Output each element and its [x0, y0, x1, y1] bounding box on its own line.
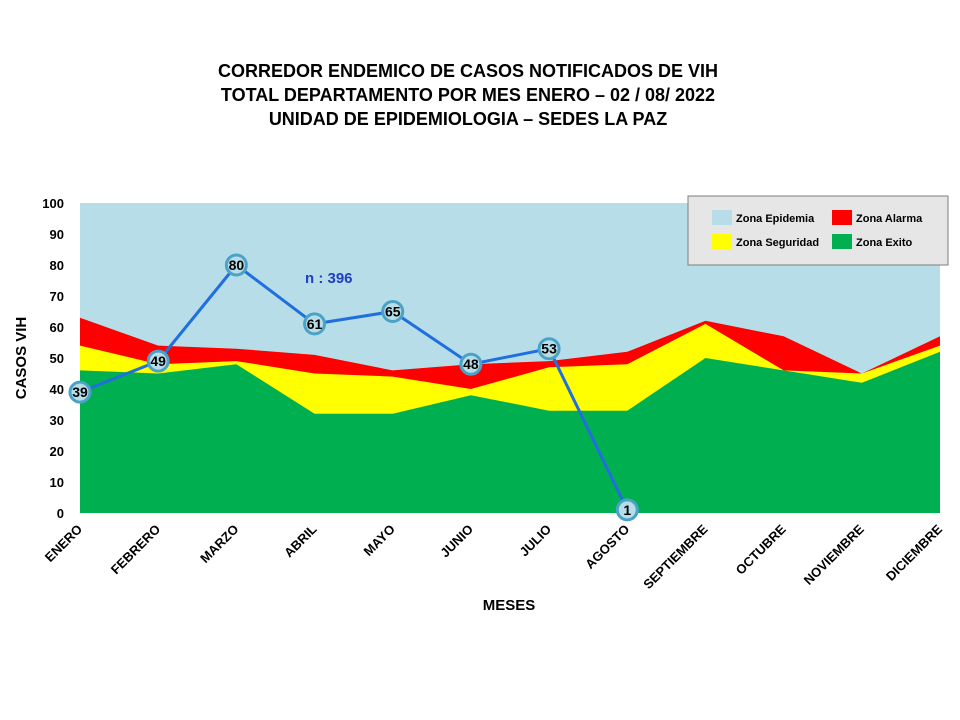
y-tick-label: 30	[50, 413, 64, 428]
y-tick-label: 0	[57, 506, 64, 521]
data-point-marker	[146, 349, 170, 373]
data-point-marker	[615, 498, 639, 522]
zone-exito-area	[80, 351, 940, 513]
title-line-2: TOTAL DEPARTAMENTO POR MES ENERO – 02 / …	[221, 85, 715, 105]
data-point-marker	[303, 312, 327, 336]
x-tick-label: NOVIEMBRE	[801, 521, 868, 588]
x-tick-label: ENERO	[42, 522, 85, 565]
y-axis-title: CASOS VIH	[13, 317, 30, 400]
data-point-label: 48	[463, 356, 479, 372]
data-point-marker	[537, 337, 561, 361]
x-tick-label: OCTUBRE	[733, 521, 789, 577]
data-point-label: 39	[72, 384, 88, 400]
data-point-marker	[459, 352, 483, 376]
data-point-label: 65	[385, 304, 401, 320]
data-point-marker	[381, 300, 405, 323]
chart-title: CORREDOR ENDEMICO DE CASOS NOTIFICADOS D…	[218, 61, 718, 129]
x-axis-title: MESES	[483, 597, 536, 614]
data-point-label: 61	[307, 316, 323, 332]
data-line	[79, 262, 629, 511]
x-tick-label: AGOSTO	[582, 522, 632, 572]
y-tick-label: 50	[50, 351, 64, 366]
sample-size-annotation: n : 396	[305, 270, 353, 287]
x-tick-label: DICIEMBRE	[883, 521, 945, 583]
x-tick-label: MARZO	[197, 522, 241, 566]
x-tick-label: JUNIO	[437, 522, 476, 561]
y-tick-label: 70	[50, 289, 64, 304]
data-series: 39 49 80 61 65 48 53 1	[68, 253, 639, 522]
y-tick-label: 90	[50, 227, 64, 242]
y-tick-label: 80	[50, 258, 64, 273]
x-tick-label: ABRIL	[281, 521, 320, 560]
data-point-label: 80	[229, 257, 245, 273]
legend-exito-label: Zona Exito	[856, 237, 913, 249]
x-tick-label: MAYO	[361, 522, 398, 559]
legend-seguridad-label: Zona Seguridad	[736, 237, 819, 249]
legend-exito-swatch	[832, 234, 852, 249]
legend-box	[687, 195, 949, 266]
y-tick-label: 60	[50, 320, 64, 335]
legend: Zona Epidemia Zona Alarma Zona Seguridad Zo…	[687, 195, 949, 266]
legend-seguridad-swatch	[712, 234, 732, 249]
x-tick-label: FEBRERO	[108, 522, 164, 578]
data-point-label: 49	[150, 353, 166, 369]
data-point-label: 53	[541, 341, 557, 357]
y-axis: 0 10 20 30 40 50 60 70 80 90 100	[42, 196, 64, 521]
x-axis: ENERO FEBRERO MARZO ABRIL MAYO JUNIO JULIO AGOS…	[42, 521, 946, 592]
legend-alarma-swatch	[832, 210, 852, 225]
y-tick-label: 40	[50, 382, 64, 397]
data-point-marker	[68, 380, 92, 404]
legend-epidemia-label: Zona Epidemia	[736, 213, 815, 225]
y-tick-label: 20	[50, 444, 64, 459]
legend-epidemia-swatch	[712, 210, 732, 225]
x-tick-label: JULIO	[517, 522, 555, 560]
x-tick-label: SEPTIEMBRE	[640, 521, 711, 592]
title-line-3: UNIDAD DE EPIDEMIOLOGIA – SEDES LA PAZ	[269, 109, 667, 129]
data-point-marker	[224, 253, 248, 277]
title-line-1: CORREDOR ENDEMICO DE CASOS NOTIFICADOS D…	[218, 61, 718, 81]
plot-area	[80, 203, 940, 513]
legend-alarma-label: Zona Alarma	[856, 213, 923, 225]
y-tick-label: 10	[50, 475, 64, 490]
y-tick-label: 100	[42, 196, 64, 211]
data-point-label: 1	[623, 502, 631, 518]
